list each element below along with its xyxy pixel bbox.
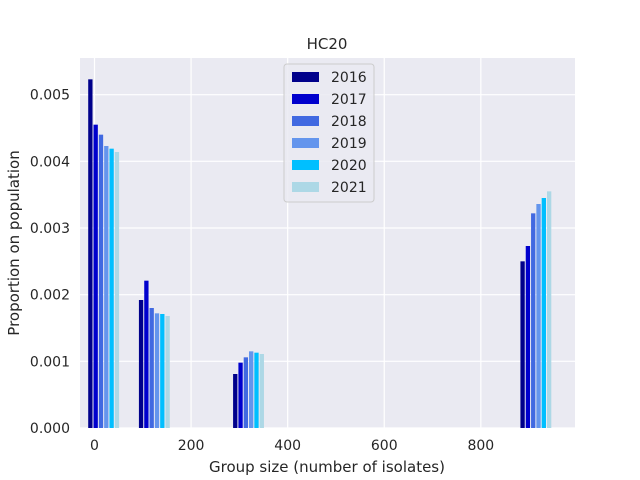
bar-2020-group-3 (541, 198, 546, 428)
legend-swatch-2020 (292, 160, 319, 170)
bar-2016-group-3 (520, 261, 525, 428)
x-tick-label-1: 200 (178, 438, 205, 454)
y-tick-label-4: 0.004 (30, 154, 70, 170)
bar-2016-group-2 (233, 374, 238, 428)
legend-swatch-2016 (292, 72, 319, 82)
bar-2020-group-0 (109, 148, 114, 428)
chart-title: HC20 (307, 35, 348, 53)
bars (88, 79, 552, 429)
y-axis-label: Proportion on population (5, 150, 23, 335)
bar-2017-group-2 (238, 362, 243, 428)
bar-2021-group-0 (114, 152, 120, 428)
x-tick-label-0: 0 (90, 438, 99, 454)
legend-label-2018: 2018 (331, 114, 367, 130)
bar-2018-group-3 (531, 213, 536, 428)
legend-label-2016: 2016 (331, 70, 367, 86)
bar-2020-group-1 (160, 314, 165, 428)
x-tick-label-2: 400 (274, 438, 301, 454)
bar-2019-group-3 (536, 204, 541, 428)
y-tick-label-2: 0.002 (30, 288, 70, 304)
x-tick-label-4: 800 (467, 438, 494, 454)
x-ticks: 0 200 400 600 800 (90, 438, 494, 454)
bar-2017-group-3 (525, 246, 531, 428)
y-tick-label-0: 0.000 (30, 421, 70, 437)
legend-label-2021: 2021 (331, 180, 367, 196)
bar-2021-group-2 (259, 354, 264, 428)
bar-2021-group-1 (165, 316, 170, 428)
legend-swatch-2017 (292, 94, 319, 104)
bar-2018-group-2 (243, 357, 249, 428)
bar-2016-group-0 (88, 79, 93, 428)
legend: 2016 2017 2018 2019 2020 2021 (283, 63, 375, 203)
bar-2020-group-2 (254, 352, 259, 428)
legend-swatch-2021 (292, 182, 319, 192)
bar-2018-group-0 (98, 134, 104, 428)
y-ticks: 0.000 0.001 0.002 0.003 0.004 0.005 (30, 88, 70, 437)
y-tick-label-3: 0.003 (30, 221, 70, 237)
legend-label-2017: 2017 (331, 92, 367, 108)
legend-label-2019: 2019 (331, 136, 367, 152)
bar-2019-group-2 (249, 351, 254, 428)
legend-label-2020: 2020 (331, 158, 367, 174)
x-tick-label-3: 600 (371, 438, 398, 454)
bar-2019-group-1 (154, 313, 160, 428)
bar-2019-group-0 (104, 146, 109, 428)
y-tick-label-1: 0.001 (30, 354, 70, 370)
bar-2017-group-0 (93, 124, 98, 429)
bar-2021-group-3 (546, 191, 552, 428)
y-tick-label-5: 0.005 (30, 88, 70, 104)
legend-swatch-2018 (292, 116, 319, 126)
bar-2018-group-1 (149, 308, 154, 428)
bar-2017-group-1 (144, 280, 149, 428)
x-axis-label: Group size (number of isolates) (209, 458, 445, 476)
bar-2016-group-1 (138, 300, 144, 428)
legend-swatch-2019 (292, 138, 319, 148)
